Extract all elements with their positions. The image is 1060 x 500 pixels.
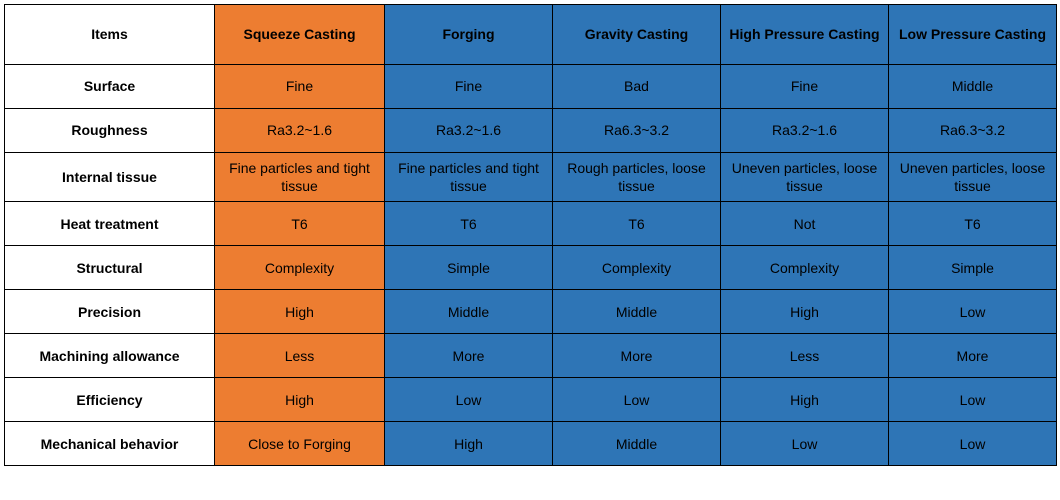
header-low-pressure-casting: Low Pressure Casting	[889, 5, 1057, 65]
table-row: StructuralComplexitySimpleComplexityComp…	[5, 246, 1057, 290]
row-label: Precision	[5, 290, 215, 334]
table-cell: Bad	[553, 65, 721, 109]
table-row: RoughnessRa3.2~1.6Ra3.2~1.6Ra6.3~3.2Ra3.…	[5, 109, 1057, 153]
row-label: Surface	[5, 65, 215, 109]
table-cell: Ra3.2~1.6	[215, 109, 385, 153]
table-cell: Low	[889, 378, 1057, 422]
table-cell: More	[889, 334, 1057, 378]
table-cell: Uneven particles, loose tissue	[889, 153, 1057, 202]
header-row: Items Squeeze Casting Forging Gravity Ca…	[5, 5, 1057, 65]
table-cell: Low	[721, 422, 889, 466]
table-cell: More	[385, 334, 553, 378]
table-cell: Simple	[889, 246, 1057, 290]
row-label: Heat treatment	[5, 202, 215, 246]
table-row: Internal tissueFine particles and tight …	[5, 153, 1057, 202]
table-row: EfficiencyHighLowLowHighLow	[5, 378, 1057, 422]
table-cell: T6	[553, 202, 721, 246]
table-row: PrecisionHighMiddleMiddleHighLow	[5, 290, 1057, 334]
table-cell: T6	[889, 202, 1057, 246]
header-items: Items	[5, 5, 215, 65]
table-cell: Fine particles and tight tissue	[385, 153, 553, 202]
table-cell: Fine particles and tight tissue	[215, 153, 385, 202]
table-cell: Complexity	[215, 246, 385, 290]
table-cell: High	[721, 290, 889, 334]
table-cell: Middle	[553, 422, 721, 466]
table-cell: Low	[385, 378, 553, 422]
table-cell: Not	[721, 202, 889, 246]
header-high-pressure-casting: High Pressure Casting	[721, 5, 889, 65]
header-gravity-casting: Gravity Casting	[553, 5, 721, 65]
table-cell: Middle	[553, 290, 721, 334]
table-cell: Ra6.3~3.2	[889, 109, 1057, 153]
table-row: Machining allowanceLessMoreMoreLessMore	[5, 334, 1057, 378]
table-cell: Close to Forging	[215, 422, 385, 466]
row-label: Mechanical behavior	[5, 422, 215, 466]
table-cell: Fine	[215, 65, 385, 109]
table-cell: Ra3.2~1.6	[721, 109, 889, 153]
comparison-table: Items Squeeze Casting Forging Gravity Ca…	[4, 4, 1057, 466]
header-forging: Forging	[385, 5, 553, 65]
table-cell: Complexity	[721, 246, 889, 290]
table-cell: Middle	[889, 65, 1057, 109]
table-cell: Rough particles, loose tissue	[553, 153, 721, 202]
table-cell: Ra3.2~1.6	[385, 109, 553, 153]
table-cell: High	[215, 290, 385, 334]
table-cell: Low	[889, 422, 1057, 466]
table-cell: Complexity	[553, 246, 721, 290]
row-label: Structural	[5, 246, 215, 290]
row-label: Roughness	[5, 109, 215, 153]
table-cell: High	[385, 422, 553, 466]
table-cell: Ra6.3~3.2	[553, 109, 721, 153]
table-header: Items Squeeze Casting Forging Gravity Ca…	[5, 5, 1057, 65]
table-cell: T6	[215, 202, 385, 246]
table-row: Heat treatmentT6T6T6NotT6	[5, 202, 1057, 246]
table-cell: Less	[215, 334, 385, 378]
table-cell: High	[215, 378, 385, 422]
table-cell: Middle	[385, 290, 553, 334]
table-cell: Low	[553, 378, 721, 422]
table-body: SurfaceFineFineBadFineMiddleRoughnessRa3…	[5, 65, 1057, 466]
table-cell: Simple	[385, 246, 553, 290]
row-label: Machining allowance	[5, 334, 215, 378]
table-cell: High	[721, 378, 889, 422]
table-cell: Low	[889, 290, 1057, 334]
table-row: SurfaceFineFineBadFineMiddle	[5, 65, 1057, 109]
row-label: Internal tissue	[5, 153, 215, 202]
table-cell: Fine	[721, 65, 889, 109]
row-label: Efficiency	[5, 378, 215, 422]
header-squeeze-casting: Squeeze Casting	[215, 5, 385, 65]
table-cell: Uneven particles, loose tissue	[721, 153, 889, 202]
table-cell: T6	[385, 202, 553, 246]
table-row: Mechanical behaviorClose to ForgingHighM…	[5, 422, 1057, 466]
table-cell: Fine	[385, 65, 553, 109]
table-cell: More	[553, 334, 721, 378]
table-cell: Less	[721, 334, 889, 378]
